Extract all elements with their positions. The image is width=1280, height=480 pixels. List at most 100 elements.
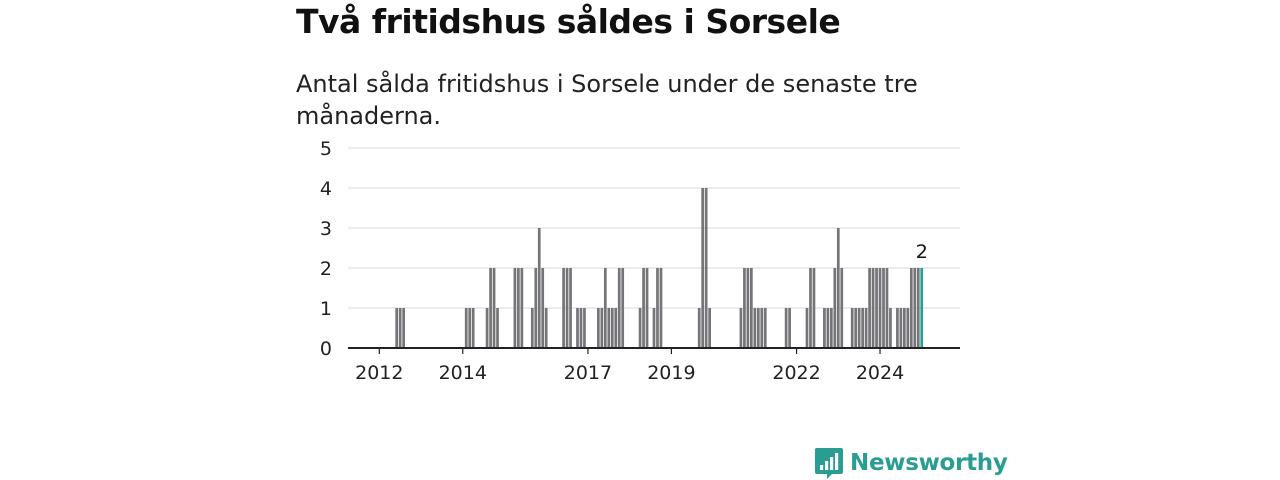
bar	[743, 268, 746, 348]
bar	[562, 268, 565, 348]
bar	[920, 268, 924, 348]
bar	[576, 308, 579, 348]
x-tick-label: 2019	[647, 362, 695, 384]
bar	[750, 268, 753, 348]
bar	[857, 308, 861, 348]
y-tick-label: 2	[320, 258, 332, 280]
bar	[763, 308, 767, 348]
newsworthy-logo-icon	[815, 448, 843, 479]
bar	[805, 308, 809, 348]
bar	[579, 308, 583, 348]
bar	[882, 268, 885, 348]
bar	[916, 268, 920, 348]
bar	[652, 308, 656, 348]
bar	[878, 268, 882, 348]
bar	[760, 308, 764, 348]
bar	[746, 268, 750, 348]
bar	[569, 268, 572, 348]
bar	[645, 268, 649, 348]
bar	[861, 308, 864, 348]
bar	[617, 268, 621, 348]
bar	[603, 268, 607, 348]
logo-text: Newsworthy	[850, 450, 1008, 476]
bar	[784, 308, 788, 348]
bar	[899, 308, 903, 348]
bar	[836, 228, 840, 348]
bar-value-label: 2	[916, 241, 928, 263]
bar	[656, 268, 659, 348]
x-tick-label: 2012	[355, 362, 403, 384]
bar	[909, 268, 913, 348]
chart-title: Två fritidshus såldes i Sorsele	[296, 2, 841, 41]
bar	[600, 308, 604, 348]
bar	[788, 308, 791, 348]
bar	[398, 308, 402, 348]
bar	[889, 308, 892, 348]
bar	[541, 268, 545, 348]
bar	[864, 308, 868, 348]
x-tick-label: 2024	[856, 362, 904, 384]
bar	[642, 268, 645, 348]
bar	[607, 308, 611, 348]
x-tick-label: 2014	[439, 362, 487, 384]
bar	[530, 308, 534, 348]
bar	[638, 308, 642, 348]
bar	[583, 308, 586, 348]
y-tick-label: 0	[320, 338, 332, 360]
bar	[871, 268, 875, 348]
bar	[464, 308, 468, 348]
bar	[708, 308, 711, 348]
bar	[823, 308, 826, 348]
bar	[868, 268, 871, 348]
bar	[621, 268, 625, 348]
bar	[496, 308, 499, 348]
y-tick-label: 1	[320, 298, 332, 320]
y-tick-label: 5	[320, 138, 332, 160]
bar	[697, 308, 701, 348]
bar	[402, 308, 405, 348]
bar	[850, 308, 854, 348]
bar	[597, 308, 600, 348]
bar	[829, 308, 833, 348]
y-tick-label: 3	[320, 218, 332, 240]
bar	[468, 308, 472, 348]
bar	[537, 228, 541, 348]
y-tick-label: 4	[320, 178, 332, 200]
bar	[739, 308, 743, 348]
bar	[544, 308, 548, 348]
bar	[896, 308, 899, 348]
bar	[913, 268, 917, 348]
bar	[704, 188, 708, 348]
bar	[753, 308, 757, 348]
bar	[756, 308, 760, 348]
bar	[809, 268, 812, 348]
bar	[885, 268, 889, 348]
x-tick-label: 2022	[772, 362, 820, 384]
bar	[471, 308, 475, 348]
chart-subtitle: Antal sålda fritidshus i Sorsele under d…	[296, 70, 918, 130]
bar	[517, 268, 520, 348]
bar	[492, 268, 496, 348]
bar	[812, 268, 816, 348]
bar	[906, 308, 910, 348]
bar	[565, 268, 569, 348]
bar	[520, 268, 524, 348]
newsworthy-logo: Newsworthy	[814, 446, 1008, 480]
bar-chart: 0 1 2 3 4 5 2012 2014 2017 2019 2022 2024 2	[320, 138, 960, 384]
bar	[614, 308, 618, 348]
bar	[826, 308, 830, 348]
bar	[840, 268, 844, 348]
bar	[395, 308, 399, 348]
bar	[903, 308, 906, 348]
bar	[610, 308, 614, 348]
x-tick-label: 2017	[564, 362, 612, 384]
bar	[833, 268, 837, 348]
bar	[701, 188, 705, 348]
bar	[489, 268, 492, 348]
bar	[875, 268, 878, 348]
bar	[534, 268, 538, 348]
bar	[659, 268, 663, 348]
bar	[854, 308, 858, 348]
bar	[513, 268, 517, 348]
bar	[485, 308, 489, 348]
